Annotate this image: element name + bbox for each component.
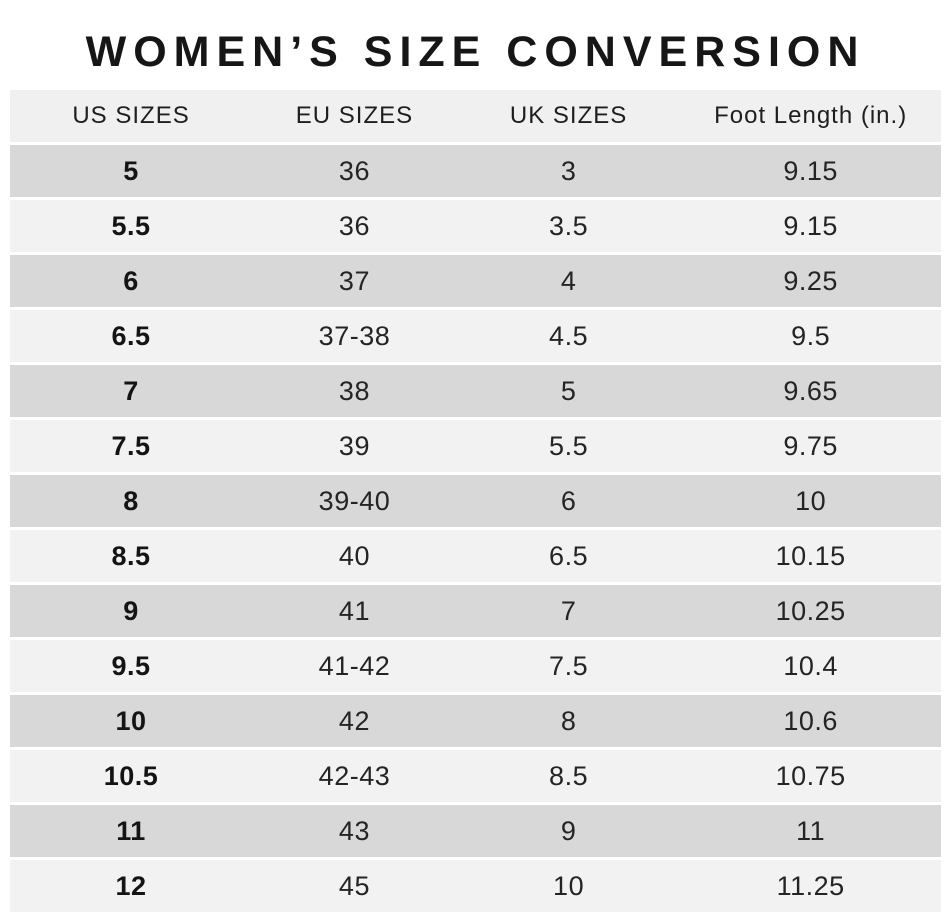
table-row: 10.5 42-43 8.5 10.75 [10, 748, 941, 805]
foot-length-cell: 9.15 [680, 143, 941, 200]
eu-size-cell: 45 [252, 858, 457, 912]
foot-length-cell: 9.65 [680, 363, 941, 420]
uk-size-cell: 8 [456, 693, 681, 750]
us-size-cell: 9.5 [10, 638, 253, 695]
eu-size-cell: 43 [252, 803, 457, 860]
eu-size-cell: 37 [252, 253, 457, 310]
foot-length-cell: 9.5 [680, 308, 941, 365]
uk-size-cell: 8.5 [456, 748, 681, 805]
page-title: WOMEN’S SIZE CONVERSION [85, 28, 866, 76]
table-row: 7 38 5 9.65 [10, 363, 941, 420]
uk-size-cell: 5 [456, 363, 681, 420]
us-size-cell: 10.5 [10, 748, 253, 805]
uk-size-cell: 7 [456, 583, 681, 640]
us-size-cell: 12 [10, 858, 253, 912]
table-row: 8.5 40 6.5 10.15 [10, 528, 941, 585]
foot-length-cell: 10.6 [680, 693, 941, 750]
us-size-cell: 8 [10, 473, 253, 530]
foot-length-cell: 10.15 [680, 528, 941, 585]
table-row: 9.5 41-42 7.5 10.4 [10, 638, 941, 695]
eu-size-cell: 42 [252, 693, 457, 750]
us-size-cell: 5.5 [10, 198, 253, 255]
foot-length-cell: 10.4 [680, 638, 941, 695]
header-row: US SIZES EU SIZES UK SIZES Foot Length (… [10, 90, 941, 145]
header-cell-foot-length: Foot Length (in.) [680, 90, 941, 145]
header-cell-eu-sizes: EU SIZES [252, 90, 457, 145]
uk-size-cell: 6 [456, 473, 681, 530]
size-conversion-table: US SIZES EU SIZES UK SIZES Foot Length (… [10, 90, 941, 912]
uk-size-cell: 9 [456, 803, 681, 860]
table-row: 12 45 10 11.25 [10, 858, 941, 912]
foot-length-cell: 11 [680, 803, 941, 860]
eu-size-cell: 36 [252, 198, 457, 255]
table-row: 9 41 7 10.25 [10, 583, 941, 640]
uk-size-cell: 5.5 [456, 418, 681, 475]
uk-size-cell: 7.5 [456, 638, 681, 695]
eu-size-cell: 42-43 [252, 748, 457, 805]
us-size-cell: 5 [10, 143, 253, 200]
uk-size-cell: 6.5 [456, 528, 681, 585]
eu-size-cell: 36 [252, 143, 457, 200]
uk-size-cell: 3 [456, 143, 681, 200]
uk-size-cell: 10 [456, 858, 681, 912]
us-size-cell: 7 [10, 363, 253, 420]
eu-size-cell: 41-42 [252, 638, 457, 695]
table-row: 6 37 4 9.25 [10, 253, 941, 310]
eu-size-cell: 37-38 [252, 308, 457, 365]
table-row: 5.5 36 3.5 9.15 [10, 198, 941, 255]
foot-length-cell: 10.25 [680, 583, 941, 640]
foot-length-cell: 9.25 [680, 253, 941, 310]
table-row: 8 39-40 6 10 [10, 473, 941, 530]
foot-length-cell: 11.25 [680, 858, 941, 912]
eu-size-cell: 38 [252, 363, 457, 420]
uk-size-cell: 4 [456, 253, 681, 310]
table-row: 5 36 3 9.15 [10, 143, 941, 200]
us-size-cell: 9 [10, 583, 253, 640]
foot-length-cell: 9.15 [680, 198, 941, 255]
us-size-cell: 8.5 [10, 528, 253, 585]
us-size-cell: 6 [10, 253, 253, 310]
eu-size-cell: 41 [252, 583, 457, 640]
us-size-cell: 6.5 [10, 308, 253, 365]
table-row: 10 42 8 10.6 [10, 693, 941, 750]
foot-length-cell: 10 [680, 473, 941, 530]
uk-size-cell: 4.5 [456, 308, 681, 365]
eu-size-cell: 39-40 [252, 473, 457, 530]
foot-length-cell: 10.75 [680, 748, 941, 805]
eu-size-cell: 40 [252, 528, 457, 585]
header-cell-uk-sizes: UK SIZES [456, 90, 681, 145]
table-row: 6.5 37-38 4.5 9.5 [10, 308, 941, 365]
header-cell-us-sizes: US SIZES [10, 90, 253, 145]
us-size-cell: 10 [10, 693, 253, 750]
eu-size-cell: 39 [252, 418, 457, 475]
table-row: 7.5 39 5.5 9.75 [10, 418, 941, 475]
us-size-cell: 11 [10, 803, 253, 860]
us-size-cell: 7.5 [10, 418, 253, 475]
uk-size-cell: 3.5 [456, 198, 681, 255]
foot-length-cell: 9.75 [680, 418, 941, 475]
table-row: 11 43 9 11 [10, 803, 941, 860]
